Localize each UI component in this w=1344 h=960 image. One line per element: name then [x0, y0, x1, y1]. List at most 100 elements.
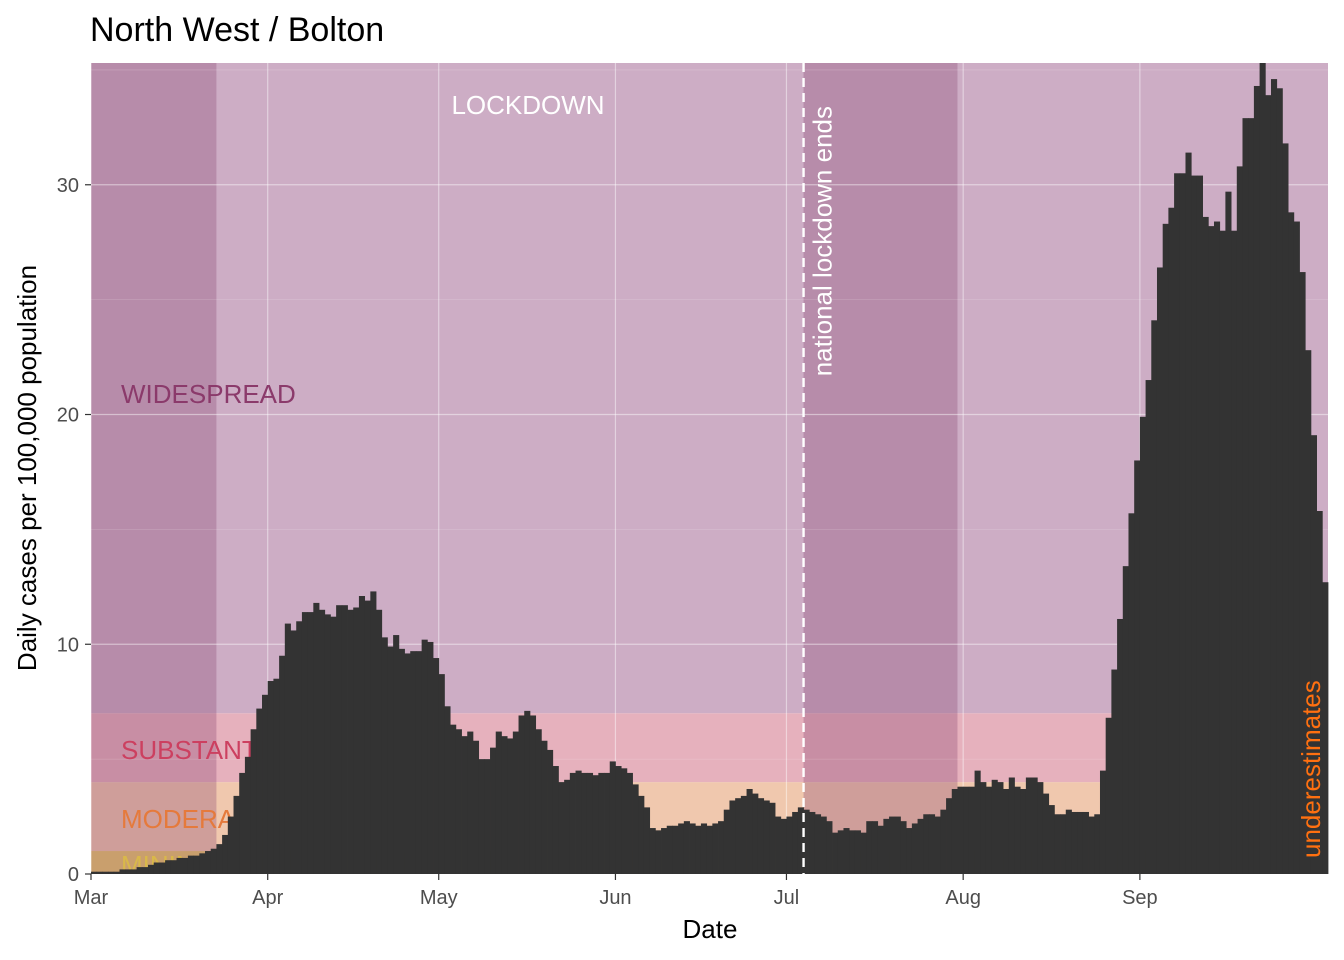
bar	[165, 860, 172, 874]
bar	[695, 825, 702, 874]
bar	[626, 772, 633, 874]
bar	[752, 793, 759, 874]
bar	[353, 607, 360, 874]
bar	[541, 740, 548, 874]
bar	[187, 855, 195, 874]
bar	[1054, 814, 1061, 874]
bar	[1299, 272, 1306, 874]
bar	[997, 782, 1004, 874]
bar	[592, 775, 599, 874]
bar	[1134, 460, 1141, 874]
x-axis-title: Date	[683, 914, 738, 944]
bar	[1191, 175, 1198, 874]
bar	[1037, 782, 1044, 874]
bar	[803, 809, 810, 874]
bar	[1231, 230, 1238, 875]
bar	[1088, 816, 1095, 874]
bar	[518, 715, 525, 874]
bar	[820, 816, 827, 874]
bar	[860, 832, 867, 874]
bar	[467, 731, 474, 874]
shaded-period-2	[803, 63, 958, 874]
bar	[450, 724, 457, 874]
bar	[655, 830, 662, 874]
bar	[153, 862, 160, 874]
bar	[928, 814, 936, 874]
bar	[108, 871, 115, 874]
bar	[1111, 669, 1118, 874]
bar	[1253, 85, 1260, 875]
bar	[946, 798, 953, 874]
y-tick-label: 20	[57, 405, 79, 427]
bar	[871, 821, 879, 874]
bar	[598, 772, 605, 874]
lockdown-end-label: national lockdown ends	[808, 106, 838, 376]
bar	[347, 609, 354, 874]
bar	[735, 798, 742, 874]
bar	[1174, 173, 1181, 875]
chart-title: North West / Bolton	[90, 11, 384, 49]
bar	[917, 818, 924, 874]
y-axis-title: Daily cases per 100,000 population	[12, 265, 42, 671]
bar	[376, 609, 383, 874]
bar	[1122, 566, 1129, 874]
bar	[1151, 320, 1158, 874]
bar	[290, 630, 297, 874]
bar	[421, 639, 428, 874]
bar	[324, 614, 331, 874]
x-tick-label: Jul	[774, 887, 800, 909]
bar	[1288, 212, 1295, 874]
bar	[632, 784, 639, 874]
bar	[581, 772, 588, 874]
bar	[307, 612, 314, 874]
bar	[1042, 793, 1050, 874]
bar	[512, 731, 519, 874]
bar	[364, 600, 371, 874]
bar	[991, 779, 998, 874]
bar	[102, 871, 109, 874]
bar	[1003, 788, 1010, 874]
bar	[1293, 221, 1300, 875]
bar	[547, 749, 554, 874]
bar	[381, 637, 388, 874]
bar	[672, 825, 679, 874]
bar	[1316, 511, 1323, 874]
bar	[222, 834, 229, 874]
bar	[911, 823, 918, 874]
bar	[1117, 618, 1124, 874]
bar	[906, 828, 913, 874]
bar	[649, 828, 656, 874]
bar	[1025, 777, 1032, 874]
x-tick-label: Jun	[599, 887, 631, 909]
underestimates-label: underestimates	[1296, 680, 1326, 858]
bar	[951, 788, 958, 874]
bar	[472, 740, 480, 874]
bar	[1099, 770, 1107, 874]
x-tick-label: Aug	[945, 887, 981, 909]
x-tick-label: May	[420, 887, 458, 909]
bar	[301, 612, 309, 874]
bar	[775, 816, 782, 874]
bar	[113, 871, 120, 874]
bar	[387, 646, 394, 874]
bar	[552, 766, 559, 874]
zone-band-widespread	[91, 63, 1328, 714]
bar	[615, 766, 622, 874]
bar	[1270, 79, 1278, 874]
bar	[1202, 216, 1209, 874]
bar	[1265, 95, 1272, 874]
bar	[894, 816, 901, 874]
bar	[683, 821, 690, 874]
bar	[433, 658, 440, 874]
bar	[267, 681, 274, 874]
bar	[478, 759, 485, 874]
bar	[1310, 435, 1317, 874]
bar	[296, 621, 303, 874]
bar	[883, 818, 890, 874]
bar	[205, 851, 212, 874]
bar	[900, 821, 907, 874]
bar	[963, 786, 970, 874]
bar	[358, 596, 366, 874]
bar	[1008, 777, 1015, 874]
bar	[1248, 118, 1255, 875]
